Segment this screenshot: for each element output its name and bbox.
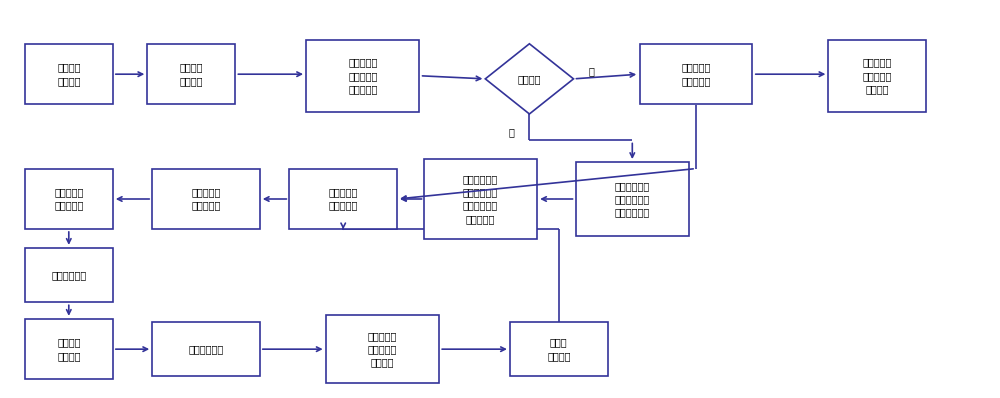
Bar — [25, 248, 113, 302]
Bar — [152, 322, 260, 377]
Bar — [25, 319, 113, 379]
Text: 吊车自主作业: 吊车自主作业 — [51, 270, 86, 280]
Bar — [25, 44, 113, 104]
Text: 计算目标下线
位置，生成吊
车作业指令，
并发送吊车: 计算目标下线 位置，生成吊 车作业指令， 并发送吊车 — [463, 174, 498, 224]
Bar — [147, 44, 235, 104]
Text: 吊车作业命
令生成，并
发送吊车: 吊车作业命 令生成，并 发送吊车 — [368, 331, 397, 367]
Bar — [424, 159, 537, 239]
Text: 板坯到达入
炉核对点，
入炉轧制: 板坯到达入 炉核对点， 入炉轧制 — [863, 58, 892, 94]
Bar — [510, 322, 608, 377]
Text: 否: 否 — [509, 127, 515, 137]
Text: 下线板坯
入库预约: 下线板坯 入库预约 — [180, 62, 203, 86]
Text: 板坯辊道运
输路径计算: 板坯辊道运 输路径计算 — [681, 62, 711, 86]
Text: 垛位自动优化: 垛位自动优化 — [188, 344, 224, 354]
Bar — [25, 169, 113, 229]
Bar — [306, 40, 419, 112]
Text: 到达指定位
置通知吊车: 到达指定位 置通知吊车 — [191, 187, 221, 211]
Text: 库内板坯
上线轧制: 库内板坯 上线轧制 — [57, 338, 81, 361]
Text: 生产计划
下达二级: 生产计划 下达二级 — [57, 62, 81, 86]
Text: 板坯辊道运
输路径计算: 板坯辊道运 输路径计算 — [329, 187, 358, 211]
Text: 是: 是 — [588, 66, 594, 76]
Bar — [828, 40, 926, 112]
Text: 根据堆放原则
及库内情况，
选择堆放位置: 根据堆放原则 及库内情况， 选择堆放位置 — [615, 181, 650, 217]
Text: 吊车与
辊道连锁: 吊车与 辊道连锁 — [547, 338, 571, 361]
Bar — [289, 169, 397, 229]
Polygon shape — [485, 44, 574, 114]
Bar — [640, 44, 752, 104]
Bar — [576, 162, 689, 236]
Bar — [326, 315, 439, 383]
Bar — [152, 169, 260, 229]
Text: 吊车执行指
令板坯入库: 吊车执行指 令板坯入库 — [54, 187, 83, 211]
Text: 板坯切割开
始时板坯匹
配轧制计划: 板坯切割开 始时板坯匹 配轧制计划 — [348, 58, 377, 94]
Text: 是否成功: 是否成功 — [518, 74, 541, 84]
